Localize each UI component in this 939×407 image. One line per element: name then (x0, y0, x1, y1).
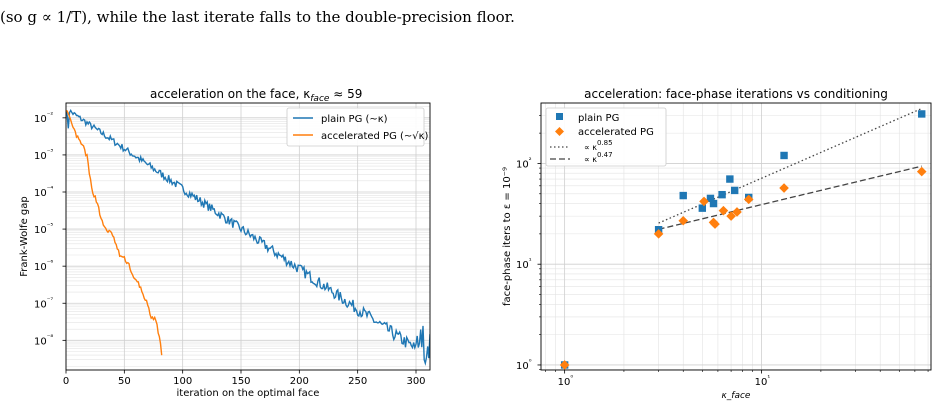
y-tick-label: 10⁻⁸ (34, 333, 53, 347)
x-axis-label: iteration on the optimal face (177, 388, 320, 399)
point-plain-pg (726, 175, 734, 183)
legend-label-accelerated-pg: accelerated PG (~√κ) (321, 131, 429, 142)
legend-swatch-plain-pg (556, 113, 563, 120)
point-accelerated-pg (743, 194, 754, 205)
point-plain-pg (698, 204, 707, 212)
x-tick-label: 10⁰ (558, 374, 574, 388)
point-plain-pg (780, 151, 788, 160)
point-accelerated-pg (718, 205, 729, 216)
fit-line-0.85 (658, 107, 922, 224)
x-tick-label: 50 (118, 376, 131, 387)
y-axis-label: face-phase iters to ε = 10⁻⁹ (502, 167, 513, 306)
point-accelerated-pg (726, 211, 736, 221)
legend-label-fit-0.85: ∝ κ0.85 (584, 139, 613, 152)
x-tick-label: 0 (63, 376, 69, 387)
legend-swatch-accelerated-pg (555, 127, 564, 136)
point-plain-pg (706, 194, 715, 203)
caption-line: (so g ∝ 1/T), while the last iterate fal… (0, 8, 515, 26)
point-accelerated-pg (653, 229, 664, 239)
x-tick-label: 250 (348, 376, 367, 387)
point-accelerated-pg (779, 183, 789, 193)
series-line-accelerated-pg (66, 110, 163, 356)
right-chart: 10⁰ 10¹ 10⁰ 10¹ 10² κ_face face-phase iters to… (502, 87, 932, 401)
point-accelerated-pg (699, 196, 709, 207)
legend-label-plain-pg: plain PG (~κ) (321, 114, 388, 125)
y-tick-label: 10⁰ (516, 358, 532, 372)
y-tick-label: 10² (516, 156, 532, 170)
figure-caption: (so g ∝ 1/T), while the last iterate fal… (0, 0, 939, 30)
y-tick-label: 10⁻⁴ (34, 185, 53, 199)
x-tick-label: 100 (173, 376, 192, 387)
y-tick-label: 10¹ (516, 257, 532, 271)
legend-label-fit-0.47: ∝ κ0.47 (584, 151, 613, 164)
point-plain-pg (918, 110, 926, 118)
point-plain-pg (718, 190, 726, 199)
fit-line-0.47 (658, 165, 922, 230)
chart-title: acceleration: face-phase iterations vs c… (584, 87, 888, 101)
legend-label-plain-pg: plain PG (578, 113, 619, 124)
y-axis-label: Frank-Wolfe gap (19, 196, 30, 276)
point-plain-pg (730, 186, 739, 195)
x-tick-label: 200 (290, 376, 309, 387)
y-tick-label: 10⁻⁶ (34, 259, 53, 273)
left-chart: 10⁻² 10⁻³ 10⁻⁴ 10⁻⁵ 10⁻⁶ 10⁻⁷ 10⁻⁸ 0 50 100 150 200… (19, 87, 431, 399)
y-tick-label: 10⁻⁵ (34, 222, 53, 236)
y-tick-label: 10⁻² (34, 111, 53, 125)
x-tick-label: 300 (406, 376, 425, 387)
legend-label-accelerated-pg: accelerated PG (578, 127, 654, 138)
legend-box (286, 107, 425, 147)
chart-title: acceleration on the face, κface ≈ 59 (150, 87, 362, 104)
point-accelerated-pg (678, 215, 689, 226)
legend-box (545, 107, 667, 167)
point-accelerated-pg (732, 207, 742, 217)
x-tick-label: 150 (231, 376, 250, 387)
point-accelerated-pg (916, 166, 927, 177)
point-plain-pg (679, 191, 687, 200)
point-plain-pg (709, 199, 718, 208)
point-accelerated-pg (710, 219, 720, 229)
y-tick-label: 10⁻³ (34, 148, 53, 162)
point-accelerated-pg (559, 360, 570, 370)
series-line-plain-pg (66, 108, 430, 366)
x-axis-label: κ_face (722, 391, 751, 401)
x-tick-label: 10¹ (755, 374, 771, 388)
y-tick-label: 10⁻⁷ (34, 296, 53, 310)
